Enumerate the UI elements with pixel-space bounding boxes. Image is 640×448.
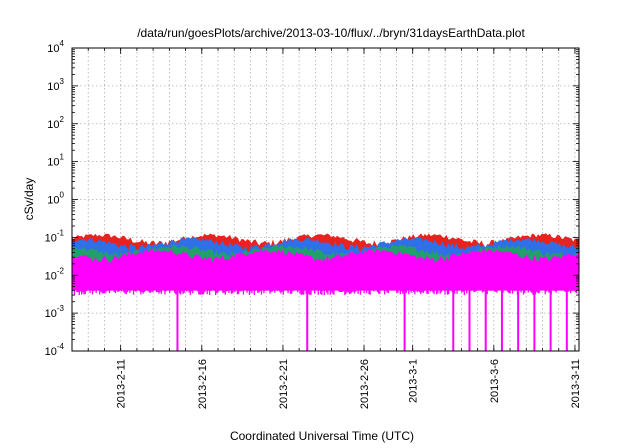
y-tick-label: 10-4	[45, 342, 65, 358]
series-area	[72, 248, 579, 291]
chart-title: /data/run/goesPlots/archive/2013-03-10/f…	[137, 26, 525, 40]
x-axis-label: Coordinated Universal Time (UTC)	[230, 429, 414, 443]
series-group	[72, 233, 579, 351]
y-tick-label: 104	[47, 39, 64, 55]
x-tick-label: 2013-2-11	[116, 359, 128, 408]
x-tick-label: 2013-3-1	[408, 359, 420, 403]
x-tick-label: 2013-3-6	[489, 359, 501, 403]
y-tick-label: 100	[47, 191, 64, 207]
grid-lines	[72, 48, 579, 351]
x-tick-label: 2013-3-11	[570, 359, 582, 408]
data-series	[72, 233, 579, 351]
y-tick-label: 103	[47, 77, 64, 93]
y-tick-label: 10-3	[45, 304, 65, 320]
y-axis-label: cSv/day	[22, 178, 36, 221]
y-tick-label: 10-1	[45, 228, 65, 244]
x-tick-label: 2013-2-16	[197, 359, 209, 409]
x-tick-label: 2013-2-21	[278, 359, 290, 409]
y-tick-label: 10-2	[45, 266, 65, 282]
x-tick-label: 2013-2-26	[359, 359, 371, 409]
plot-frame	[71, 47, 580, 352]
y-tick-label: 101	[47, 153, 64, 169]
y-tick-label: 102	[47, 115, 64, 131]
axes: 10-4 10-3 10-2 10-1 100 101 102 103 104 2013-2-11…	[45, 39, 582, 409]
